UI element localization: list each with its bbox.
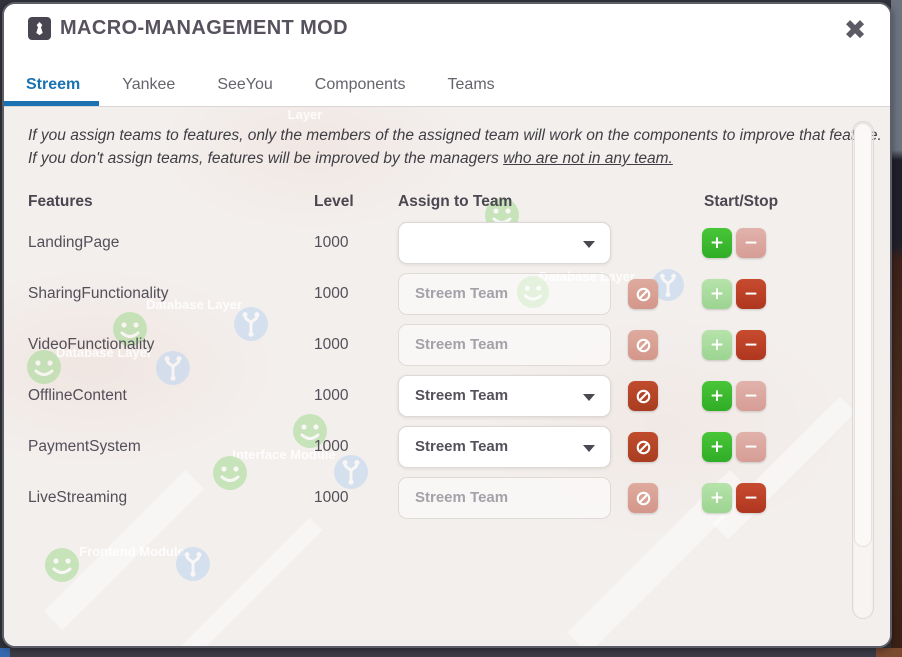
unassign-team-button[interactable] — [628, 381, 658, 411]
assign-team-value: Streem Team — [415, 438, 509, 455]
start-button: + — [702, 279, 732, 309]
game-background-corner — [0, 648, 10, 657]
feature-name: SharingFunctionality — [28, 285, 169, 302]
start-button[interactable]: + — [702, 228, 732, 258]
game-background-right — [891, 0, 902, 657]
tab-components[interactable]: Components — [314, 76, 406, 93]
plus-icon: + — [709, 488, 725, 508]
tab-teams[interactable]: Teams — [447, 76, 495, 93]
feature-level: 1000 — [314, 438, 349, 455]
feature-row-videofunctionality: VideoFunctionality 1000 Streem Team + − — [4, 324, 890, 366]
feature-row-landingpage: LandingPage 1000 + − — [4, 222, 890, 264]
page-title: MACRO-MANAGEMENT MOD — [60, 17, 348, 39]
assign-team-value: Streem Team — [415, 336, 509, 353]
stop-button: − — [736, 432, 766, 462]
minus-icon: − — [743, 335, 759, 355]
assign-teams-hint: If you assign teams to features, only th… — [28, 124, 882, 170]
assign-team-dropdown-disabled: Streem Team — [398, 273, 611, 315]
feature-row-livestreaming: LiveStreaming 1000 Streem Team + − — [4, 477, 890, 519]
stop-button[interactable]: − — [736, 279, 766, 309]
assign-team-dropdown[interactable]: Streem Team — [398, 375, 611, 417]
git-branch-icon — [176, 547, 210, 581]
feature-name: OfflineContent — [28, 387, 127, 404]
no-entry-icon — [636, 389, 650, 403]
assign-team-value: Streem Team — [415, 285, 509, 302]
assign-team-dropdown[interactable] — [398, 222, 611, 264]
start-button: + — [702, 483, 732, 513]
tab-content-streem: Layer Database Layer Database Layer Data… — [4, 107, 890, 646]
unassign-team-button — [628, 279, 658, 309]
feature-name: LandingPage — [28, 234, 120, 251]
vertical-scrollbar[interactable] — [852, 121, 874, 619]
close-icon[interactable]: ✖ — [838, 14, 872, 48]
unassign-team-button — [628, 330, 658, 360]
unassign-team-button — [628, 483, 658, 513]
window-title-row: MACRO-MANAGEMENT MOD — [28, 17, 348, 40]
unassign-team-button[interactable] — [628, 432, 658, 462]
feature-row-offlinecontent: OfflineContent 1000 Streem Team + − — [4, 375, 890, 417]
necktie-icon — [28, 17, 51, 40]
tab-seeyou[interactable]: SeeYou — [217, 76, 273, 93]
backdrop-label: Frontend Module — [79, 544, 185, 559]
assign-team-dropdown[interactable]: Streem Team — [398, 426, 611, 468]
minus-icon: − — [743, 386, 759, 406]
tab-bar: Streem Yankee SeeYou Components Teams — [26, 76, 495, 94]
column-header-features: Features — [28, 193, 93, 210]
feature-level: 1000 — [314, 489, 349, 506]
assign-team-value: Streem Team — [415, 489, 509, 506]
tab-yankee[interactable]: Yankee — [122, 76, 176, 93]
plus-icon: + — [709, 386, 725, 406]
no-entry-icon — [636, 440, 650, 454]
active-tab-indicator — [4, 101, 99, 106]
scrollbar-thumb[interactable] — [854, 123, 872, 547]
no-entry-icon — [636, 338, 650, 352]
feature-name: LiveStreaming — [28, 489, 128, 506]
feature-level: 1000 — [314, 336, 349, 353]
chevron-down-icon — [583, 445, 595, 452]
stop-button: − — [736, 228, 766, 258]
feature-row-paymentsystem: PaymentSystem 1000 Streem Team + − — [4, 426, 890, 468]
plus-icon: + — [709, 437, 725, 457]
game-background-bottom — [0, 648, 902, 657]
backdrop-label: Layer — [287, 107, 323, 122]
assign-team-dropdown-disabled: Streem Team — [398, 477, 611, 519]
feature-level: 1000 — [314, 285, 349, 302]
start-button[interactable]: + — [702, 432, 732, 462]
tab-streem[interactable]: Streem — [26, 76, 81, 93]
chevron-down-icon — [583, 394, 595, 401]
column-header-assign-to-team: Assign to Team — [398, 193, 513, 210]
stop-button[interactable]: − — [736, 330, 766, 360]
game-background-corner — [876, 648, 902, 657]
feature-level: 1000 — [314, 387, 349, 404]
smiley-icon — [45, 548, 79, 582]
assign-team-dropdown-disabled: Streem Team — [398, 324, 611, 366]
hint-text-underlined: who are not in any team. — [503, 150, 673, 167]
macro-management-window: MACRO-MANAGEMENT MOD ✖ Streem Yankee See… — [2, 2, 892, 648]
minus-icon: − — [743, 233, 759, 253]
feature-name: VideoFunctionality — [28, 336, 155, 353]
feature-row-sharingfunctionality: SharingFunctionality 1000 Streem Team + … — [4, 273, 890, 315]
plus-icon: + — [709, 233, 725, 253]
window-header: MACRO-MANAGEMENT MOD ✖ Streem Yankee See… — [4, 4, 890, 106]
minus-icon: − — [743, 284, 759, 304]
stop-button: − — [736, 381, 766, 411]
no-entry-icon — [636, 491, 650, 505]
plus-icon: + — [709, 335, 725, 355]
chevron-down-icon — [583, 241, 595, 248]
assign-team-value: Streem Team — [415, 387, 509, 404]
no-entry-icon — [636, 287, 650, 301]
start-button[interactable]: + — [702, 381, 732, 411]
feature-level: 1000 — [314, 234, 349, 251]
plus-icon: + — [709, 284, 725, 304]
column-header-level: Level — [314, 193, 354, 210]
stop-button[interactable]: − — [736, 483, 766, 513]
feature-name: PaymentSystem — [28, 438, 141, 455]
start-button: + — [702, 330, 732, 360]
minus-icon: − — [743, 437, 759, 457]
minus-icon: − — [743, 488, 759, 508]
hint-text: If you assign teams to features, only th… — [28, 127, 882, 167]
column-header-start-stop: Start/Stop — [704, 193, 779, 210]
